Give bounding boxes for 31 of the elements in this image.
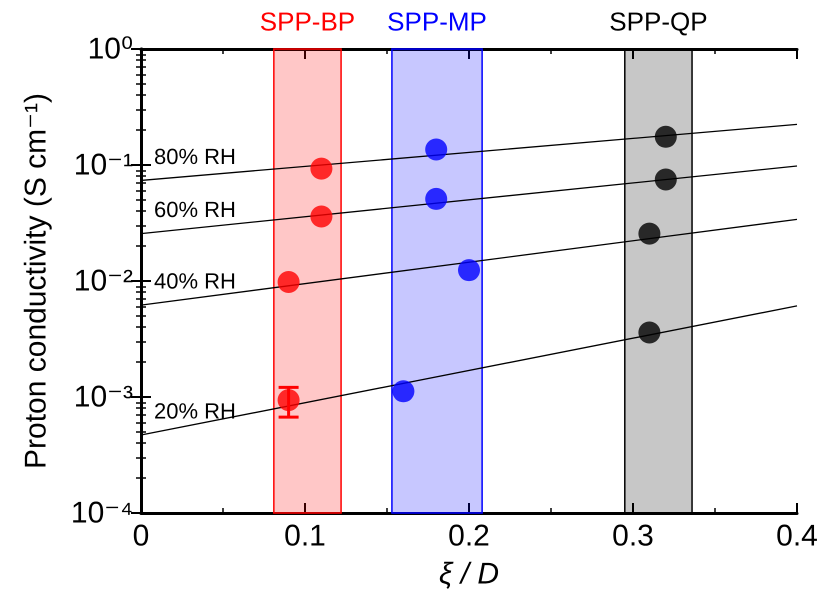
point	[638, 321, 660, 344]
point	[278, 271, 300, 294]
x-tick-label: 0.2	[448, 520, 490, 552]
point	[310, 158, 332, 180]
band-label: SPP-MP	[387, 6, 487, 36]
point	[654, 168, 677, 190]
y-axis-title: Proton conductivity (S cm⁻¹)	[20, 93, 52, 469]
point	[278, 389, 300, 412]
x-axis-title: ξ / D	[438, 558, 500, 590]
series-label: 80% RH	[154, 144, 236, 169]
point	[458, 259, 480, 282]
y-tick-label: 10⁻²	[74, 264, 133, 298]
series-label: 60% RH	[154, 197, 236, 222]
y-tick-label: 10⁻¹	[74, 148, 133, 182]
y-tick-label: 10⁻³	[74, 380, 133, 414]
series-label: 20% RH	[154, 398, 236, 424]
x-tick-label: 0.1	[284, 520, 326, 552]
point	[654, 126, 677, 148]
y-tick-label: 10⁻⁴	[70, 496, 133, 530]
series-label: 40% RH	[154, 268, 236, 294]
band-label: SPP-QP	[609, 6, 708, 36]
point	[638, 222, 660, 245]
x-tick-label: 0.3	[612, 520, 654, 552]
point	[392, 380, 414, 402]
x-tick-label: 0.4	[776, 520, 818, 552]
band-label: SPP-BP	[260, 6, 356, 36]
point	[425, 138, 448, 161]
point	[310, 205, 332, 228]
x-tick-label: 0	[132, 520, 150, 552]
point	[425, 188, 448, 210]
y-tick-label: 10⁰	[88, 32, 133, 66]
